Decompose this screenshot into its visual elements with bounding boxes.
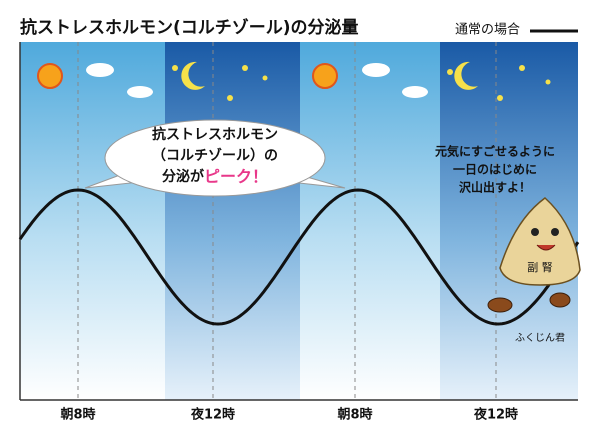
bubble-line: 分泌がピーク！ bbox=[162, 167, 268, 186]
mascot-speech: 一日のはじめに bbox=[453, 163, 537, 177]
x-label: 朝8時 bbox=[337, 407, 372, 423]
mascot-speech: 元気にすごせるように bbox=[435, 144, 555, 159]
night-band bbox=[165, 42, 300, 400]
bubble-line: 抗ストレスホルモン bbox=[152, 126, 278, 143]
speech-bubble: 抗ストレスホルモン （コルチゾール）の 分泌がピーク！ bbox=[84, 119, 346, 197]
x-label: 朝8時 bbox=[60, 407, 95, 423]
stars bbox=[172, 65, 551, 101]
day-band bbox=[300, 42, 440, 400]
day-band bbox=[20, 42, 165, 400]
x-label: 夜12時 bbox=[190, 407, 235, 423]
icons bbox=[37, 61, 551, 101]
bubble-line: （コルチゾール）の bbox=[152, 147, 278, 164]
x-labels: 朝8時 夜12時 朝8時 夜12時 bbox=[60, 407, 518, 423]
moons bbox=[181, 61, 478, 90]
mascot-name: ふくじん君 bbox=[515, 332, 565, 344]
legend-label: 通常の場合 bbox=[455, 23, 520, 38]
title: 抗ストレスホルモン(コルチゾール)の分泌量 bbox=[20, 17, 359, 38]
highlight: ピーク！ bbox=[204, 167, 268, 186]
bubble-line: 分泌が bbox=[162, 168, 205, 185]
plot-background bbox=[20, 42, 578, 400]
mascot-badge: 副 腎 bbox=[527, 261, 553, 274]
sun bbox=[37, 63, 338, 89]
mascot-speech: 沢山出すよ！ bbox=[459, 180, 531, 195]
x-label: 夜12時 bbox=[473, 407, 518, 423]
dashed-lines bbox=[77, 42, 497, 400]
clouds bbox=[86, 63, 428, 98]
mascot: 元気にすごせるように 一日のはじめに 沢山出すよ！ 副 腎 ふくじん君 bbox=[435, 144, 581, 344]
cortisol-curve bbox=[18, 188, 580, 326]
